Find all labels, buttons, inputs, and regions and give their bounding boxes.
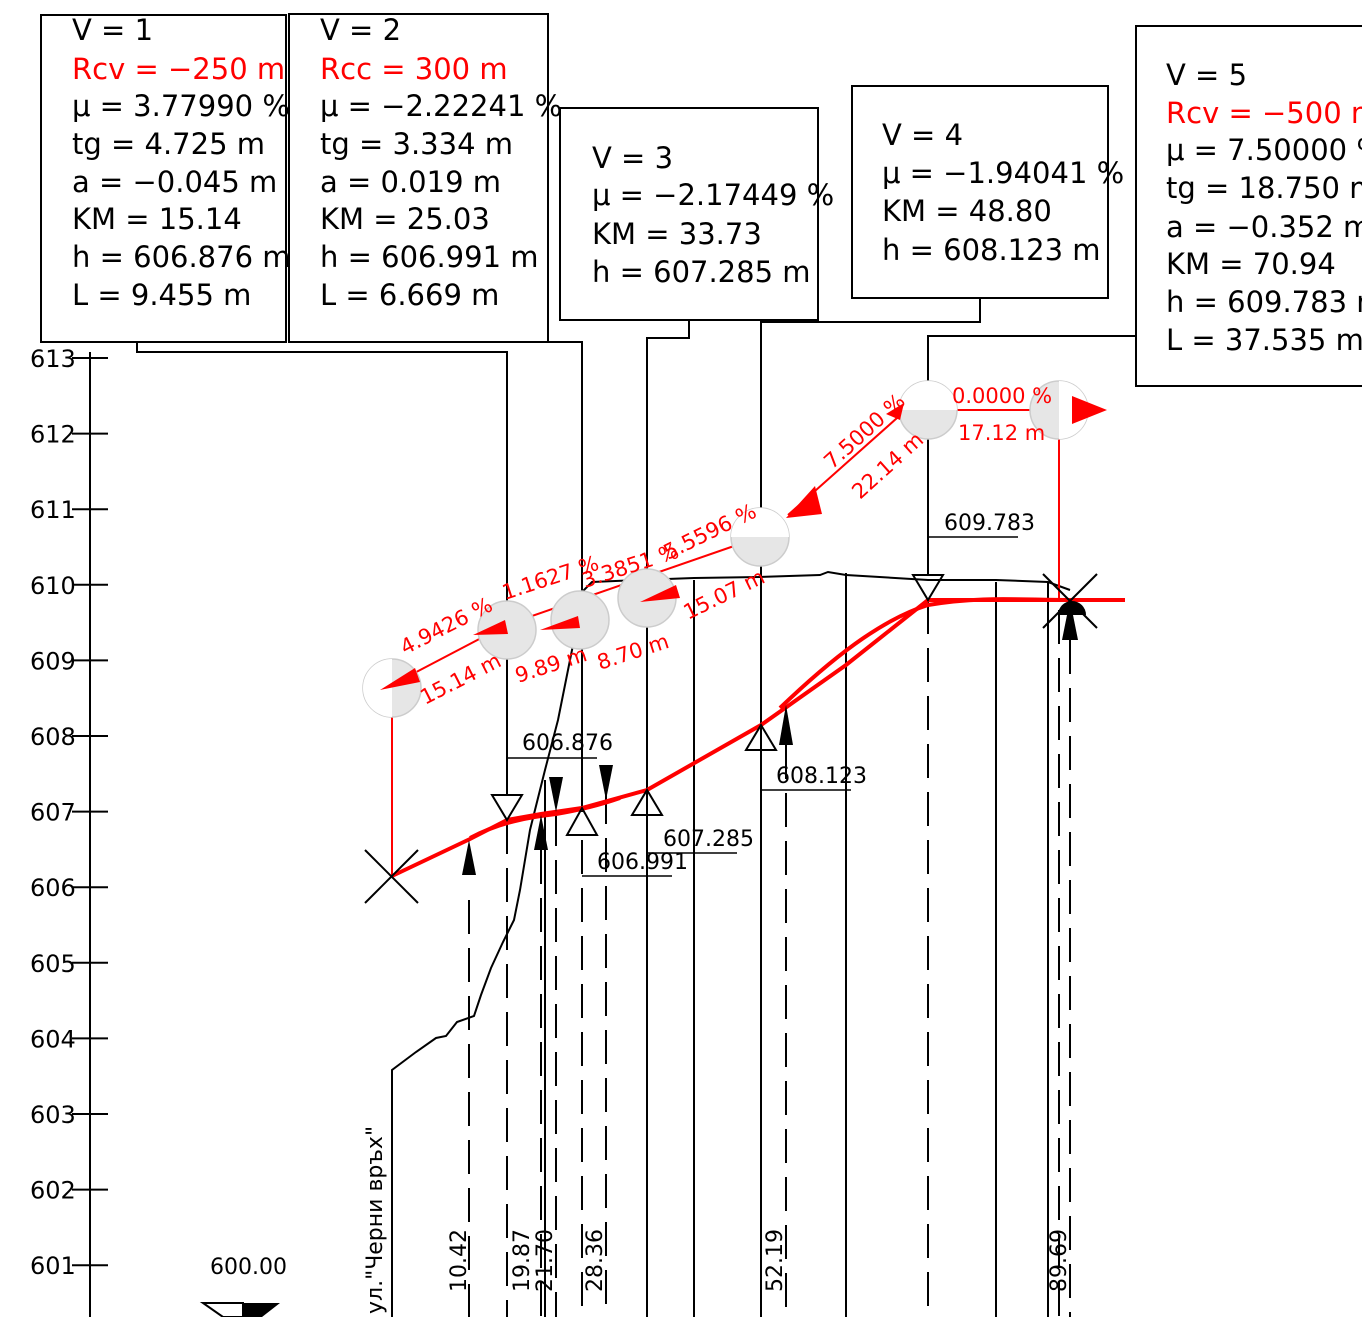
arrow-4 (640, 585, 680, 602)
v1-line-1: Rcv = −250 m (72, 52, 285, 86)
elevation-axis: 613 612 611 610 609 608 607 606 605 604 603 602 601 (30, 345, 108, 1317)
v5-line-5: KM = 70.94 (1166, 247, 1336, 281)
v5-line-6: h = 609.783 m (1166, 285, 1362, 319)
grade-arrows (380, 396, 1107, 690)
v1-line-5: KM = 15.14 (72, 202, 242, 236)
chainage-labels: 10.42 19.87 21.70 28.36 52.19 89.69 (447, 1229, 1072, 1292)
chainage-3: 21.70 (533, 1229, 558, 1292)
elevation-labels: 606.876 606.991 607.285 608.123 609.783 (507, 511, 1035, 877)
v5-line-4: a = −0.352 m (1166, 210, 1362, 244)
v3-line-2: KM = 33.73 (592, 217, 762, 251)
marker-5 (730, 507, 790, 567)
v3-line-3: h = 607.285 m (592, 255, 811, 289)
v2-line-3: tg = 3.334 m (320, 127, 513, 161)
v2-line-2: μ = −2.22241 % (320, 89, 562, 123)
v4-line-1: μ = −1.94041 % (882, 156, 1124, 190)
vertex-box-1: V = 1 Rcv = −250 m μ = 3.77990 % tg = 4.… (40, 13, 291, 343)
arrow-5 (786, 486, 822, 518)
axis-tick-label: 603 (30, 1101, 76, 1129)
chainage-4: 28.36 (583, 1229, 608, 1292)
chainage-5: 52.19 (763, 1229, 788, 1292)
station-lines (468, 573, 1071, 1317)
v3-line-0: V = 3 (592, 141, 673, 175)
axis-tick-label: 605 (30, 950, 76, 978)
grade-markers (362, 380, 1089, 718)
ground-line (391, 570, 1071, 1317)
vertex-box-2: V = 2 Rcc = 300 m μ = −2.22241 % tg = 3.… (288, 13, 562, 343)
axis-tick-label: 611 (30, 496, 76, 524)
elev-label-2: 606.991 (597, 850, 688, 875)
grade-label-6: 8.70 m (594, 629, 672, 675)
v2-line-7: L = 6.669 m (320, 278, 499, 312)
street-label: ул."Черни връх" (363, 1126, 388, 1314)
arrow-6 (886, 403, 904, 420)
vertex-box-4: V = 4 μ = −1.94041 % KM = 48.80 h = 608.… (851, 85, 1124, 299)
elev-label-4: 608.123 (776, 764, 867, 789)
axis-tick-label: 602 (30, 1177, 76, 1205)
chainage-1: 10.42 (447, 1229, 472, 1292)
vertex-markers (490, 574, 945, 836)
arrow-2 (473, 620, 508, 635)
arrow-3 (540, 616, 580, 630)
grade-label-2: 15.14 m (416, 648, 505, 709)
v3-line-1: μ = −2.17449 % (592, 178, 834, 212)
elev-label-5: 609.783 (944, 511, 1035, 536)
v5-line-0: V = 5 (1166, 58, 1247, 92)
v1-line-4: a = −0.045 m (72, 165, 277, 199)
axis-tick-label: 607 (30, 799, 76, 827)
v5-line-3: tg = 18.750 m (1166, 171, 1362, 205)
v1-line-2: μ = 3.77990 % (72, 89, 290, 123)
v2-line-4: a = 0.019 m (320, 165, 501, 199)
v4-line-2: KM = 48.80 (882, 194, 1052, 228)
box-leaders (136, 298, 1136, 1317)
datum-label: 600.00 (210, 1255, 287, 1280)
axis-tick-label: 610 (30, 572, 76, 600)
v2-line-1: Rcc = 300 m (320, 52, 508, 86)
v4-line-3: h = 608.123 m (882, 233, 1101, 267)
arrow-7 (1072, 396, 1107, 424)
grade-label-11: 0.0000 % (952, 384, 1052, 408)
v1-line-3: tg = 4.725 m (72, 127, 265, 161)
endpoint-marks (364, 573, 1098, 904)
station-arrows (462, 600, 1086, 875)
v1-line-6: h = 606.876 m (72, 240, 291, 274)
v1-line-7: L = 9.455 m (72, 278, 251, 312)
grade-labels: 4.9426 % 15.14 m 1.1627 % 9.89 m 3.3851 … (396, 384, 1052, 709)
chainage-6: 89.69 (1047, 1229, 1072, 1292)
axis-tick-label: 601 (30, 1252, 76, 1280)
grade-label-12: 17.12 m (958, 421, 1045, 445)
v2-line-6: h = 606.991 m (320, 240, 539, 274)
v2-line-0: V = 2 (320, 13, 401, 47)
axis-tick-label: 613 (30, 345, 76, 373)
axis-tick-label: 604 (30, 1025, 76, 1053)
v5-line-7: L = 37.535 m (1166, 323, 1362, 357)
marker-3 (550, 590, 610, 650)
v5-line-2: μ = 7.50000 % (1166, 133, 1362, 167)
axis-tick-label: 612 (30, 421, 76, 449)
vertex-box-5: V = 5 Rcv = −500 m μ = 7.50000 % tg = 18… (1135, 25, 1362, 387)
v5-line-1: Rcv = −500 m (1166, 96, 1362, 130)
axis-tick-label: 609 (30, 647, 76, 675)
marker-1 (362, 658, 422, 718)
v1-line-0: V = 1 (72, 13, 153, 47)
elev-label-3: 607.285 (663, 827, 754, 852)
v2-line-5: KM = 25.03 (320, 202, 490, 236)
v4-line-0: V = 4 (882, 118, 963, 152)
axis-tick-label: 608 (30, 723, 76, 751)
arrow-1 (380, 668, 420, 690)
axis-tick-label: 606 (30, 874, 76, 902)
datum-marker (199, 1302, 280, 1317)
vertex-box-3: V = 3 μ = −2.17449 % KM = 33.73 h = 607.… (559, 107, 834, 321)
marker-6 (898, 380, 958, 440)
chainage-2: 19.87 (510, 1229, 535, 1292)
elev-label-1: 606.876 (522, 731, 613, 756)
